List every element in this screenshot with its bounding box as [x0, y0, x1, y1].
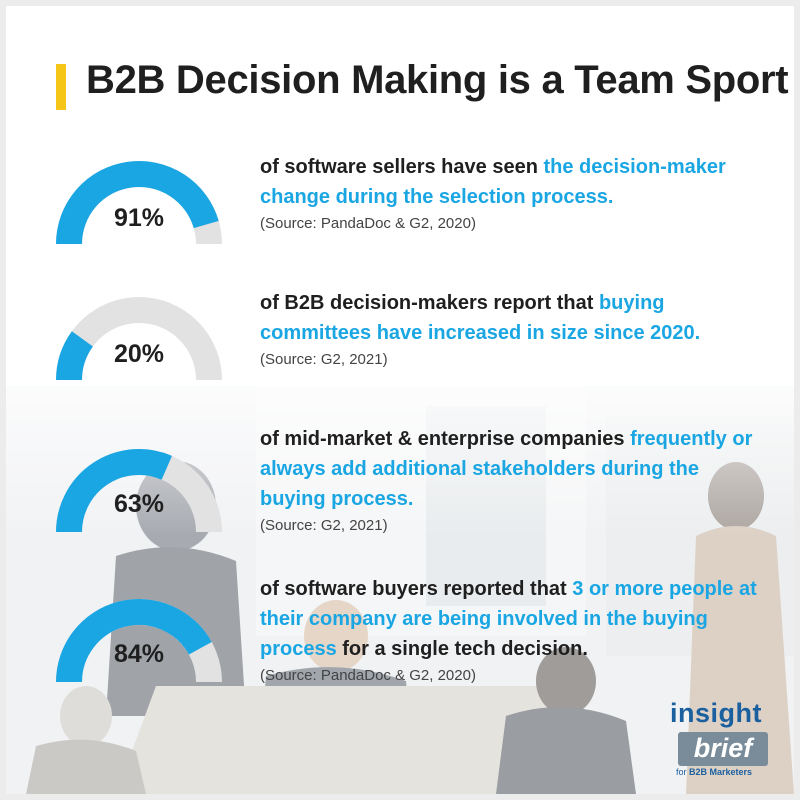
gauge-chart — [54, 440, 224, 540]
gauge-fill — [56, 161, 219, 245]
gauge-fill — [56, 599, 212, 683]
photo-fade — [6, 336, 794, 536]
logo-tagline: for B2B Marketers — [676, 767, 752, 777]
stat-description: of software sellers have seen the decisi… — [260, 152, 760, 236]
stat-source: (Source: G2, 2021) — [260, 351, 388, 368]
gauge-chart — [54, 288, 224, 388]
stat-source: (Source: PandaDoc & G2, 2020) — [260, 215, 476, 232]
gauge-chart — [54, 152, 224, 252]
stat-text: of B2B decision-makers report that — [260, 292, 599, 314]
stat-percentage: 20% — [113, 340, 165, 368]
stat-item: 91% of software sellers have seen the de… — [6, 152, 794, 282]
stat-source: (Source: G2, 2021) — [260, 517, 388, 534]
stat-source: (Source: PandaDoc & G2, 2020) — [260, 667, 476, 684]
stat-description: of B2B decision-makers report that buyin… — [260, 288, 760, 372]
logo-tagline-prefix: for — [676, 767, 690, 777]
stat-percentage: 63% — [113, 490, 165, 518]
stat-text: of software buyers reported that — [260, 578, 573, 600]
title-accent-bar — [56, 64, 66, 110]
stat-description: of software buyers reported that 3 or mo… — [260, 574, 760, 688]
insight-brief-logo: insight brief for B2B Marketers — [670, 698, 780, 778]
stat-highlight: 3 or more people at their company are be… — [260, 578, 757, 660]
gauge-chart — [54, 590, 224, 690]
page-title: B2B Decision Making is a Team Sport — [86, 58, 789, 102]
logo-tagline-bold: B2B Marketers — [689, 767, 753, 777]
infographic-card: B2B Decision Making is a Team Sport 91% … — [6, 6, 794, 794]
gauge-fill — [56, 331, 94, 381]
gauge-fill — [56, 449, 172, 533]
stat-percentage: 84% — [113, 640, 165, 668]
logo-text-insight: insight — [670, 698, 762, 728]
stat-description: of mid-market & enterprise companies fre… — [260, 424, 760, 538]
stat-text: of software sellers have seen — [260, 156, 544, 178]
stat-highlight: the decision-maker change during the sel… — [260, 156, 726, 208]
stat-item: 63% of mid-market & enterprise companies… — [6, 424, 794, 554]
logo-text-brief: brief — [678, 732, 768, 766]
stat-text: of mid-market & enterprise companies — [260, 428, 631, 450]
stat-item: 20% of B2B decision-makers report that b… — [6, 288, 794, 418]
stat-item: 84% of software buyers reported that 3 o… — [6, 574, 794, 704]
stat-highlight: buying committees have increased in size… — [260, 292, 701, 344]
stat-percentage: 91% — [113, 204, 165, 232]
stat-highlight: frequently or always add additional stak… — [260, 428, 753, 510]
stat-text-after: for a single tech decision. — [336, 638, 588, 660]
